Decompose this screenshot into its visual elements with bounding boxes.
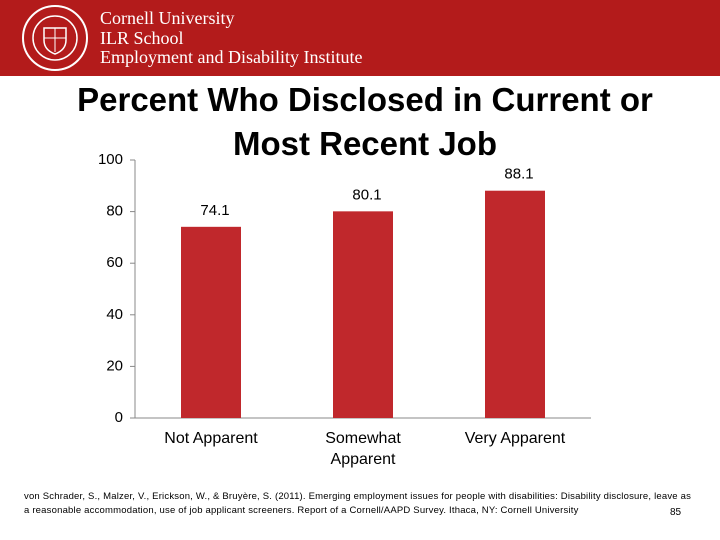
bar (485, 190, 545, 418)
header-line: ILR School (100, 28, 184, 48)
y-tick-label: 80 (106, 203, 123, 220)
header-band: Cornell University ILR School Employment… (0, 0, 720, 76)
header-line: Employment and Disability Institute (100, 47, 363, 67)
x-tick-label: Somewhat Apparent (325, 430, 401, 468)
y-tick-label: 0 (115, 409, 123, 426)
y-tick-label: 100 (98, 151, 123, 168)
y-tick-label: 60 (106, 254, 123, 271)
header-line: Cornell University (100, 8, 235, 28)
citation: von Schrader, S., Malzer, V., Erickson, … (24, 491, 692, 516)
y-tick-label: 20 (106, 357, 123, 374)
x-tick-label: Not Apparent (164, 430, 258, 447)
page-number: 85 (670, 507, 682, 518)
y-tick-label: 40 (106, 306, 123, 323)
bar (181, 226, 241, 418)
x-tick-label: Very Apparent (464, 430, 566, 447)
chart-title: Percent Who Disclosed in Current or Most… (77, 81, 653, 162)
seal (22, 5, 88, 71)
value-label: 88.1 (504, 166, 533, 183)
chart: 0 20 40 60 80 100 74.1 80.1 88.1 (98, 151, 591, 426)
value-label: 80.1 (352, 186, 381, 203)
bar (333, 211, 393, 418)
value-label: 74.1 (200, 202, 229, 219)
